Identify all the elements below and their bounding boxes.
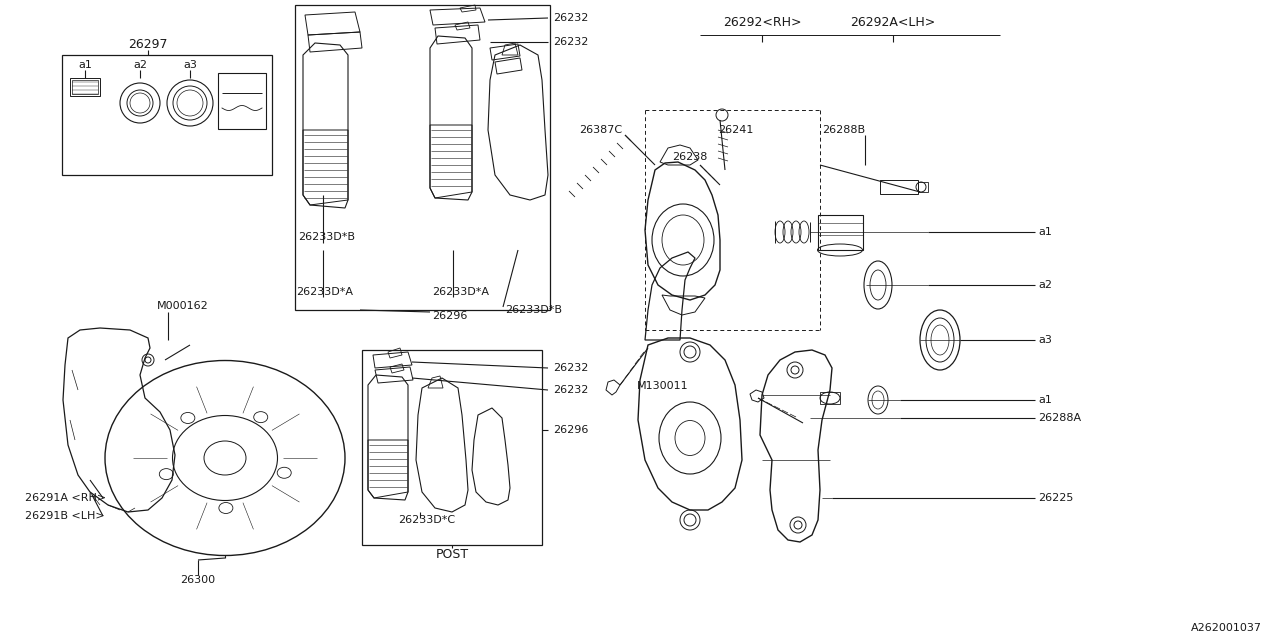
Bar	[820, 392, 840, 404]
Text: a1: a1	[1038, 227, 1052, 237]
Bar	[294, 5, 550, 310]
Bar	[72, 80, 99, 94]
Bar	[61, 55, 273, 175]
Text: 26238: 26238	[672, 152, 708, 162]
Text: 26233D*A: 26233D*A	[296, 287, 353, 297]
Text: 26296: 26296	[433, 311, 467, 321]
Text: M000162: M000162	[157, 301, 209, 311]
Bar	[362, 350, 541, 545]
Text: 26288A: 26288A	[1038, 413, 1082, 423]
Text: a2: a2	[133, 60, 147, 70]
Text: 26300: 26300	[180, 575, 215, 585]
Text: 26291A <RH>: 26291A <RH>	[26, 493, 106, 503]
Text: 26387C: 26387C	[579, 125, 622, 135]
Text: a3: a3	[1038, 335, 1052, 345]
Text: 26232: 26232	[553, 363, 589, 373]
Text: POST: POST	[435, 548, 468, 561]
Text: 26232: 26232	[553, 13, 589, 23]
Bar	[918, 182, 928, 192]
Text: 26233D*A: 26233D*A	[433, 287, 489, 297]
Text: a3: a3	[183, 60, 197, 70]
Text: 26225: 26225	[1038, 493, 1074, 503]
Text: 26233D*B: 26233D*B	[506, 305, 562, 315]
Text: 26233D*C: 26233D*C	[398, 515, 456, 525]
Text: 26297: 26297	[128, 38, 168, 51]
Text: A262001037: A262001037	[1190, 623, 1262, 633]
Text: 26292<RH>: 26292<RH>	[723, 15, 801, 29]
Text: 26232: 26232	[553, 385, 589, 395]
Text: 26296: 26296	[553, 425, 589, 435]
Text: M130011: M130011	[637, 381, 689, 391]
Text: 26292A<LH>: 26292A<LH>	[850, 15, 936, 29]
Bar	[818, 215, 863, 250]
Text: 26241: 26241	[718, 125, 754, 135]
Text: 26232: 26232	[553, 37, 589, 47]
Bar	[218, 73, 266, 129]
Text: 26288B: 26288B	[822, 125, 865, 135]
Text: a1: a1	[78, 60, 92, 70]
Bar	[881, 180, 918, 194]
Text: 26233D*B: 26233D*B	[298, 232, 355, 242]
Text: a2: a2	[1038, 280, 1052, 290]
Text: a1: a1	[1038, 395, 1052, 405]
Text: 26291B <LH>: 26291B <LH>	[26, 511, 105, 521]
Bar	[70, 78, 100, 96]
